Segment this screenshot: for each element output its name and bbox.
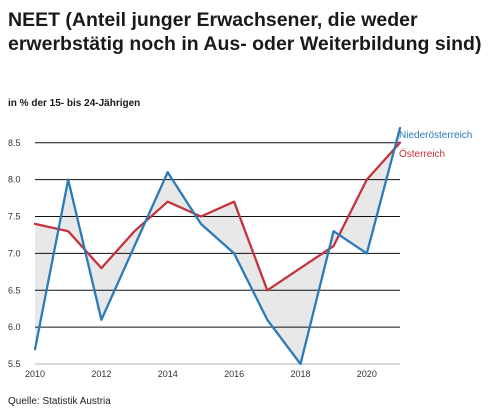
source-note: Quelle: Statistik Austria [8,396,111,407]
series-line-niederoesterreich [33,126,402,366]
area-between-series-shape [35,128,400,364]
gridlines [35,142,400,365]
legend-niederoesterreich: Niederösterreich [399,130,472,141]
y-tick-label: 7.0 [8,248,21,258]
y-tick-label: 6.0 [8,322,21,332]
legend: Niederösterreich Österreich [399,130,472,160]
x-tick-label: 2012 [91,369,111,379]
chart-title: NEET (Anteil junger Erwachsener, die wed… [8,9,482,55]
y-tick-label: 8.0 [8,175,21,185]
series-lines [33,126,402,366]
x-tick-label: 2010 [25,369,45,379]
y-tick-label: 5.5 [8,359,21,369]
legend-oesterreich: Österreich [399,148,445,160]
x-axis-ticks: 2010 2012 2014 2016 2018 2020 [25,369,377,379]
x-tick-label: 2018 [290,369,310,379]
x-tick-label: 2016 [224,369,244,379]
y-axis-ticks: 5.5 6.0 6.5 7.0 7.5 8.0 8.5 [8,138,21,369]
chart-subtitle: in % der 15- bis 24-Jährigen [8,98,141,109]
y-tick-label: 6.5 [8,285,21,295]
area-between-series [35,128,400,364]
y-tick-label: 8.5 [8,138,21,148]
x-tick-label: 2020 [357,369,377,379]
x-tick-label: 2014 [158,369,178,379]
y-tick-label: 7.5 [8,212,21,222]
